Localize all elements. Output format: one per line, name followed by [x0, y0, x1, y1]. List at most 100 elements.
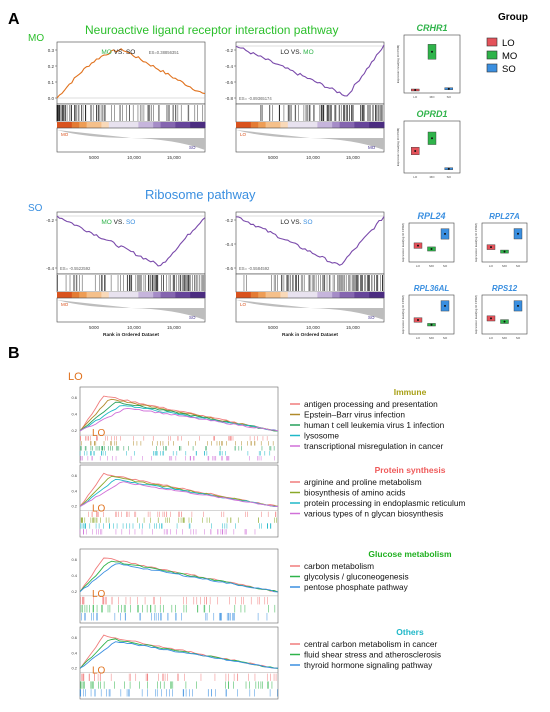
y-tick-label: 0.4 [71, 650, 77, 655]
rank-color-cell [258, 122, 267, 128]
legend-swatch-lo [486, 37, 498, 47]
mean-point [444, 304, 446, 307]
y-tick-label: -0.6 [225, 266, 233, 271]
legend-label: protein processing in endoplasmic reticu… [304, 498, 465, 508]
comparison-group-a: MO [101, 49, 111, 56]
x-tick-label: 10,000 [306, 325, 320, 330]
mean-point [417, 319, 419, 321]
rank-color-cell [302, 122, 311, 128]
gsea-plot-mo-vs-so-neuro: 0.3 0.2 0.1 0.0 MO VS. SO ES=0.38856351 MO SO 50… [48, 41, 206, 160]
legend-label: pentose phosphate pathway [304, 582, 409, 592]
comparison-vs: VS. [112, 49, 126, 56]
y-tick-label: 0.6 [71, 557, 77, 562]
x-tick-label: 15,000 [167, 325, 181, 330]
y-tick-label: 0.0 [48, 96, 55, 101]
ranked-metric-area [236, 130, 384, 150]
rank-color-cell [332, 122, 341, 128]
gene-title: OPRD1 [416, 109, 447, 119]
ranked-metric-area [236, 300, 384, 320]
x-tick-label: LO [413, 175, 418, 179]
rank-color-cell [153, 292, 162, 298]
gene-title: RPL36AL [414, 284, 450, 293]
legend-label-so: SO [502, 64, 516, 75]
y-tick-label: -0.2 [225, 218, 233, 223]
rank-color-cell [71, 122, 80, 128]
y-tick-label: -0.6 [225, 80, 233, 85]
comparison-group-b: SO [126, 219, 135, 226]
x-tick-label: 15,000 [346, 325, 360, 330]
rank-color-cell [101, 292, 110, 298]
mean-point [414, 89, 417, 91]
rank-color-cell [376, 122, 385, 128]
high-group-label: SO [189, 145, 196, 150]
y-tick-label: -0.8 [225, 96, 233, 101]
low-group-label: MO [61, 132, 69, 137]
legend-label: carbon metabolism [304, 561, 374, 571]
y-tick-label: -0.4 [225, 242, 233, 247]
x-tick-label: LO [489, 264, 494, 268]
rank-color-cell [131, 122, 139, 128]
y-tick-label: -0.4 [225, 64, 233, 69]
high-group-label: MO [368, 145, 376, 150]
rank-color-cell [243, 122, 252, 128]
ribosome-pathway-title: Ribosome pathway [145, 187, 256, 202]
rank-color-cell [354, 292, 363, 298]
rank-color-cell [310, 292, 318, 298]
comparison-title: LO VS. MO [280, 49, 313, 56]
rank-color-cell [243, 292, 252, 298]
rank-color-cell [354, 122, 363, 128]
y-tick-label: 0.2 [71, 666, 77, 671]
mean-point [430, 247, 433, 250]
enrichment-curve [235, 44, 385, 97]
rank-color-cell [250, 122, 259, 128]
y-tick-label: 0.2 [48, 64, 55, 69]
mean-point [431, 50, 433, 53]
y-tick-label: 0.6 [71, 395, 77, 400]
es-value: ES= -0.89365174 [239, 96, 272, 101]
gene-title: RPL24 [417, 211, 445, 221]
rank-color-cell [101, 122, 110, 128]
mean-point [444, 232, 446, 235]
rank-color-cell [339, 292, 348, 298]
group-label-lo: LO [92, 504, 106, 515]
rank-color-cell [160, 122, 169, 128]
rank-color-cell [168, 122, 176, 128]
category-title: Others [396, 627, 424, 637]
neuro-pathway-title: Neuroactive ligand receptor interaction … [85, 23, 338, 37]
legend-label-mo: MO [502, 51, 517, 62]
mean-point [430, 323, 433, 326]
x-tick-label: SO [443, 336, 448, 340]
gene-title: CRHR1 [416, 23, 447, 33]
rank-color-cell [287, 122, 296, 128]
gsea-block-frame [79, 386, 279, 464]
row-tag-so: SO [28, 203, 43, 214]
x-tick-label: 10,000 [306, 155, 320, 160]
group-label-lo: LO [92, 589, 106, 600]
mean-point [503, 320, 506, 323]
comparison-group-b: SO [303, 219, 312, 226]
x-tick-label: SO [516, 336, 521, 340]
rank-color-cell [190, 122, 199, 128]
ranked-metric-area [57, 130, 205, 150]
rank-color-cell [369, 122, 378, 128]
x-tick-label: LO [413, 95, 418, 99]
rank-color-cell [250, 292, 259, 298]
mean-point [414, 149, 417, 152]
rank-color-cell [310, 122, 318, 128]
rank-color-cell [145, 292, 154, 298]
gene-title: RPS12 [492, 284, 518, 293]
enrichment-curve [235, 216, 385, 266]
enrichment-curve [79, 481, 279, 507]
x-tick-label: SO [447, 95, 452, 99]
high-group-label: SO [189, 315, 196, 320]
rank-color-cell [145, 122, 154, 128]
rank-color-cell [182, 292, 191, 298]
rank-color-cell [79, 122, 88, 128]
comparison-title: MO VS. SO [101, 49, 135, 56]
rank-color-cell [86, 292, 95, 298]
legend-label: fluid shear stress and atherosclerosis [304, 650, 441, 660]
es-value: ES=0.38856351 [149, 50, 180, 55]
y-tick-label: 0.6 [71, 635, 77, 640]
rank-color-cell [273, 292, 281, 298]
x-axis-label: Rank in Ordered Dataset [103, 332, 159, 338]
